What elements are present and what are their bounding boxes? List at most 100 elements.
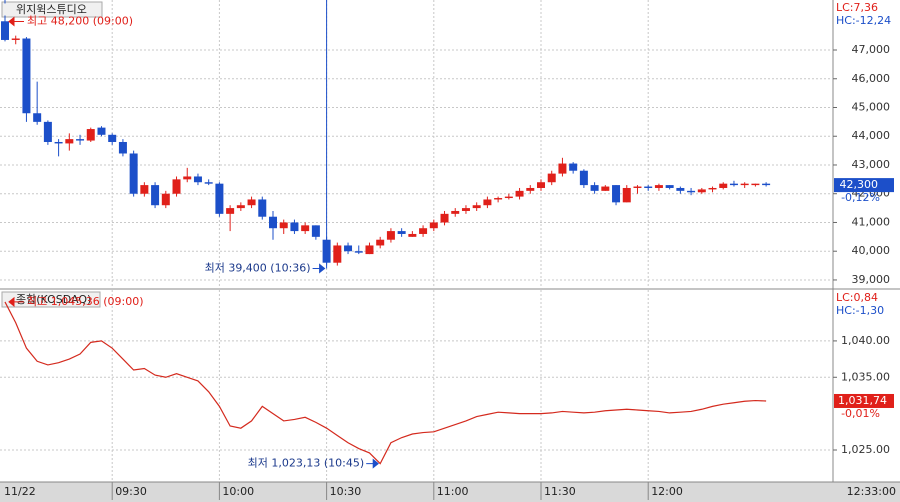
candle-body [461, 208, 470, 211]
candle-body [204, 182, 213, 184]
low-arrow [366, 458, 380, 469]
candle-body [504, 196, 513, 199]
date-label: 11/22 [4, 485, 36, 498]
candle-body [515, 190, 524, 197]
candle-body [279, 222, 288, 229]
candle-body [193, 176, 202, 183]
candle-body [494, 198, 503, 200]
y-tick-label: 45,000 [852, 100, 891, 113]
high-note: 최고 48,200 (09:00) [27, 15, 133, 28]
candle-body [354, 251, 363, 253]
candle-body [665, 185, 674, 188]
candle-body [172, 179, 181, 194]
y-tick-label: 44,000 [852, 129, 891, 142]
candle-body [11, 38, 20, 40]
y-tick-label: 1,025.00 [841, 443, 890, 456]
candle-body [644, 186, 653, 188]
y-tick-label: 47,000 [852, 43, 891, 56]
y-tick-label: 46,000 [852, 72, 891, 85]
end-time-label: 12:33:00 [847, 485, 896, 498]
candle-body [451, 210, 460, 214]
candle-body [183, 176, 192, 180]
candle-body [483, 199, 492, 206]
lc-label: LC:0,84 [836, 291, 878, 304]
last-box [834, 393, 894, 408]
candle-body [161, 193, 170, 206]
high-arrow [8, 296, 24, 307]
hc-label: HC:-12,24 [836, 14, 891, 27]
candle-body [269, 216, 277, 229]
x-axis-strip [0, 482, 900, 502]
candle-body [590, 185, 599, 191]
lc-label: LC:7,36 [836, 1, 878, 14]
candle-body [719, 183, 728, 188]
change-label: -0,12% [841, 191, 880, 204]
candle-body [687, 190, 696, 193]
candle-body [697, 189, 706, 193]
candle-body [419, 228, 428, 234]
candle-body [376, 239, 385, 246]
candle-body [601, 186, 610, 191]
panel-title-box [1, 291, 101, 308]
candle-body [43, 121, 52, 142]
x-tick-label: 11:30 [544, 485, 576, 498]
candle-body [76, 139, 85, 141]
candle-body [612, 185, 621, 203]
low-note: 최저 39,400 (10:36) [205, 261, 311, 274]
candle-body [22, 38, 31, 114]
candle-body [537, 182, 545, 188]
candle-body [729, 183, 738, 186]
x-tick-label: 12:00 [651, 485, 683, 498]
y-tick-label: 43,000 [852, 158, 891, 171]
y-tick-label: 1,040.00 [841, 334, 890, 347]
candle-body [247, 199, 256, 206]
x-tick-label: 11:00 [437, 485, 469, 498]
candle-body [258, 199, 267, 217]
change-label: -0,01% [841, 407, 880, 420]
candle-body [236, 205, 245, 209]
candle-body [1, 21, 9, 40]
candle-body [33, 113, 42, 122]
range-bracket [4, 0, 328, 265]
candle-body [569, 163, 578, 171]
candle-body [429, 222, 438, 229]
candle-body [290, 222, 299, 232]
candle-body [547, 173, 556, 183]
candle-body [397, 231, 406, 234]
candle-body [140, 185, 149, 194]
low-note: 최저 1,023,13 (10:45) [248, 457, 365, 470]
candle-body [633, 186, 642, 188]
candle-body [129, 153, 138, 194]
panel-title: 종합(KOSDAQ) [16, 293, 91, 306]
candle-body [65, 139, 74, 144]
candle-body [408, 233, 417, 237]
x-tick-label: 09:30 [115, 485, 147, 498]
candle-body [344, 245, 353, 252]
last-box [834, 178, 894, 193]
candle-body [333, 245, 342, 263]
x-tick-label: 10:00 [222, 485, 254, 498]
hc-label: HC:-1,30 [836, 304, 884, 317]
candle-body [97, 127, 106, 135]
candle-body [365, 245, 374, 255]
candle-body [751, 183, 760, 186]
candle-body [740, 183, 749, 186]
y-tick-label: 40,000 [852, 244, 891, 257]
candle-body [54, 141, 63, 144]
last-label: 42,300 [840, 178, 879, 191]
high-arrow [8, 16, 24, 27]
candle-body [622, 187, 631, 203]
candle-body [151, 185, 160, 206]
candle-body [311, 225, 320, 237]
candle-body [654, 185, 663, 188]
panel-title: 위지윅스튜디오 [16, 3, 87, 16]
candle-body [526, 187, 535, 191]
low-arrow [312, 263, 326, 274]
candle-body [676, 187, 685, 191]
y-tick-label: 1,035.00 [841, 370, 890, 383]
y-tick-label: 39,000 [852, 273, 891, 286]
candle-body [579, 170, 588, 186]
x-tick-label: 10:30 [330, 485, 362, 498]
